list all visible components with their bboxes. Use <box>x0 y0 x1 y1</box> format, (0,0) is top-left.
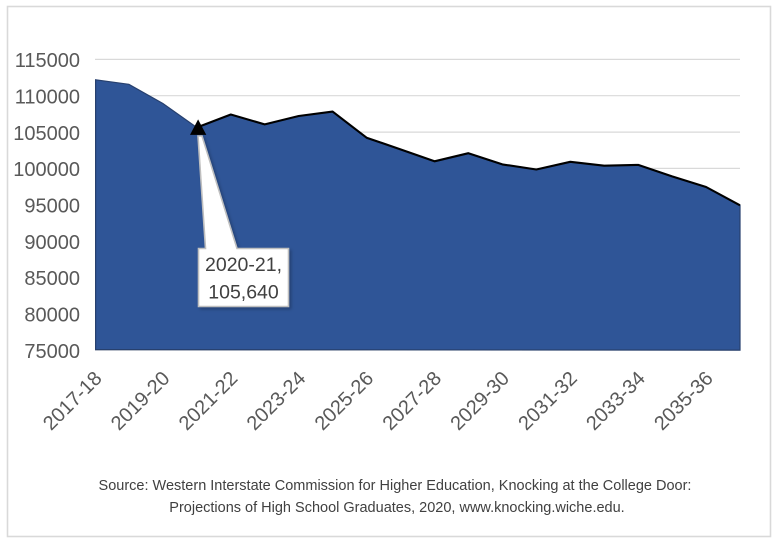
svg-text:95000: 95000 <box>24 196 80 218</box>
svg-text:90000: 90000 <box>24 232 80 254</box>
svg-text:75000: 75000 <box>24 341 80 363</box>
svg-text:85000: 85000 <box>24 268 80 290</box>
svg-text:105,640: 105,640 <box>208 282 279 304</box>
svg-text:Projections of High School Gra: Projections of High School Graduates, 20… <box>169 500 624 516</box>
svg-text:105000: 105000 <box>13 123 80 145</box>
svg-text:100000: 100000 <box>13 159 80 181</box>
svg-text:110000: 110000 <box>15 87 80 109</box>
svg-text:2020-21,: 2020-21, <box>205 254 282 276</box>
svg-text:Source: Western Interstate Com: Source: Western Interstate Commission fo… <box>99 478 692 494</box>
svg-text:115000: 115000 <box>15 50 80 72</box>
svg-text:80000: 80000 <box>24 305 80 327</box>
